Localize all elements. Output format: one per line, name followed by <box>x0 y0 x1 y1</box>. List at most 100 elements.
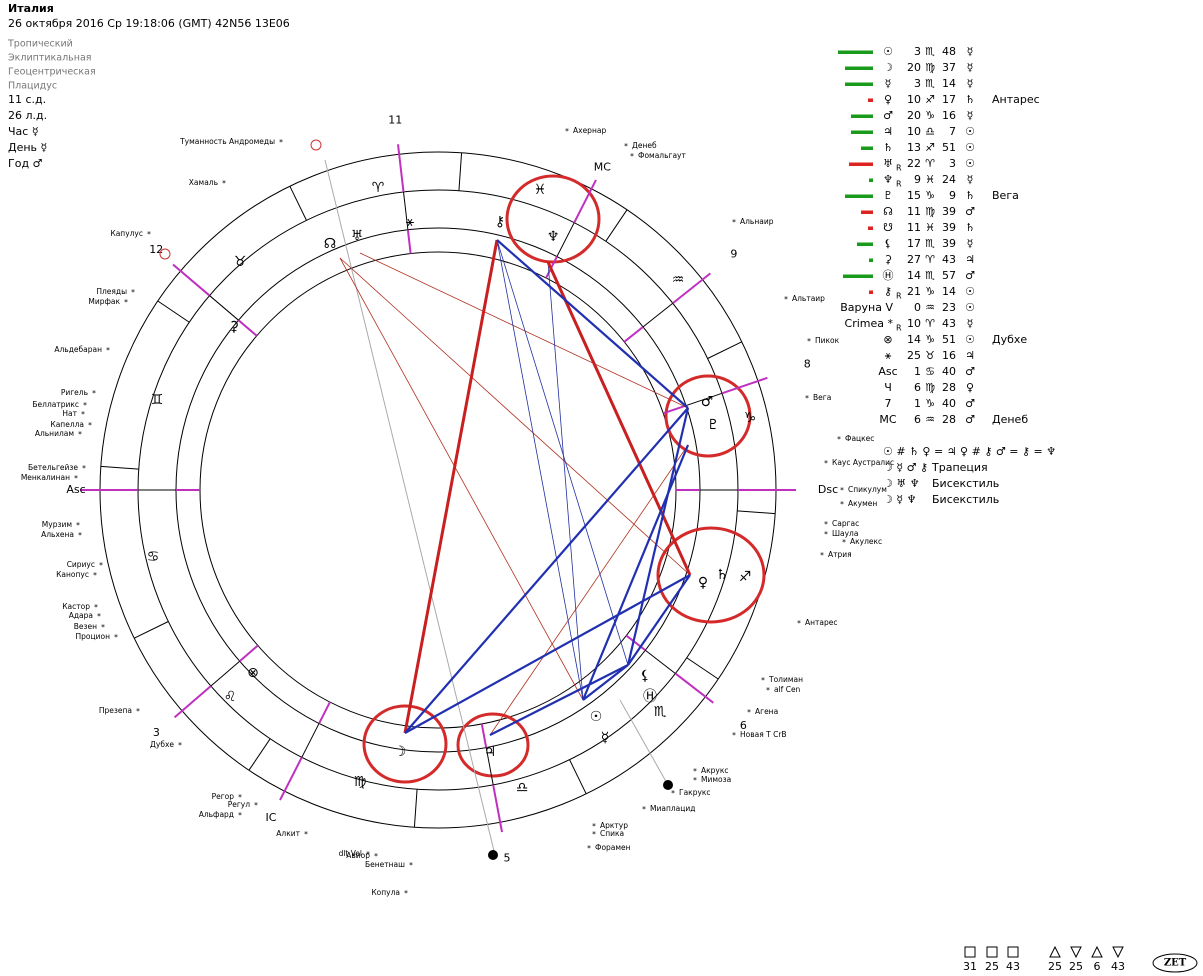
minute: 43 <box>942 317 956 330</box>
strength-bar <box>869 258 873 262</box>
house-cusp <box>573 179 597 224</box>
aspect-name: Бисекстиль <box>932 477 999 490</box>
minute: 37 <box>942 61 956 74</box>
degree: 0 <box>914 301 921 314</box>
degree: 10 <box>907 125 921 138</box>
aspect-glyphs: ☉ # ♄ ♀ = ♃ ♀ # ⚷ ♂ = ⚷ = ♆ <box>883 445 1056 458</box>
star-icon: * <box>747 708 751 717</box>
ruler: ♀ <box>966 381 974 394</box>
retrograde: R <box>896 292 902 301</box>
sign: ♏ <box>925 77 935 90</box>
ruler: ☉ <box>965 141 975 154</box>
star-icon: * <box>642 805 646 814</box>
star-name: Сириус <box>67 560 95 569</box>
star-icon: * <box>92 389 96 398</box>
star-icon: * <box>254 801 258 810</box>
house-label: Dsc <box>818 483 838 496</box>
setting: Геоцентрическая <box>8 67 96 78</box>
ruler: ♄ <box>965 189 975 202</box>
aspect-glyphs: ☽ ☿ ♆ <box>883 493 916 506</box>
aspect-line <box>489 664 629 736</box>
aspect-name: Бисекстиль <box>932 493 999 506</box>
sign: ♋ <box>925 365 935 378</box>
star-name: Мирфак <box>88 297 120 306</box>
planet: ♆ <box>883 173 893 186</box>
degree: 3 <box>914 45 921 58</box>
planet-glyph: ⚳ <box>229 319 239 335</box>
star-icon: * <box>83 401 87 410</box>
house-cusp <box>480 723 488 748</box>
ruler: ☿ <box>967 237 974 250</box>
house-cusp <box>239 644 259 662</box>
icon <box>1049 945 1124 959</box>
planet: ☋ <box>883 221 893 234</box>
strength-bar <box>845 194 873 198</box>
count: 6 <box>1094 960 1101 973</box>
strength-bar <box>845 66 873 70</box>
strength-bar <box>851 114 873 118</box>
degree: 22 <box>907 157 921 170</box>
degree: 10 <box>907 317 921 330</box>
star-icon: * <box>97 612 101 621</box>
aspect-line <box>496 239 629 666</box>
planet-glyph: ♄ <box>716 567 729 583</box>
star-name: Капулус <box>110 229 143 238</box>
minute: 24 <box>942 173 956 186</box>
star-icon: * <box>136 707 140 716</box>
minute: 40 <box>942 365 956 378</box>
degree: 21 <box>907 285 921 298</box>
aspect-line <box>339 257 584 701</box>
aspect-line <box>547 261 584 701</box>
info: Год ♂ <box>8 157 42 170</box>
star-icon: * <box>837 435 841 444</box>
degree: 14 <box>907 333 921 346</box>
star-name: Алкит <box>276 829 300 838</box>
zodiac-sign: ♒ <box>672 272 685 288</box>
star-name: Фацкес <box>845 434 874 443</box>
star-name: Копула <box>371 888 400 897</box>
house-label: 6 <box>740 719 747 732</box>
aspect-line <box>627 574 691 666</box>
star-icon: * <box>81 410 85 419</box>
point <box>663 780 673 790</box>
strength-bar <box>857 242 873 246</box>
ruler: ♃ <box>965 349 975 362</box>
star-icon: * <box>840 486 844 495</box>
highlight-circle <box>664 374 752 458</box>
star-name: Шаула <box>832 529 858 538</box>
star-name: Форамен <box>595 843 631 852</box>
planet-glyph: ♂ <box>701 394 714 410</box>
star: Антарес <box>992 93 1040 106</box>
house-label: 11 <box>388 113 402 126</box>
zodiac-sign: ♉ <box>234 254 247 270</box>
degree: 6 <box>914 381 921 394</box>
star-name: Арктур <box>600 821 628 830</box>
star-icon: * <box>222 179 226 188</box>
ruler: ♂ <box>965 365 975 378</box>
star-icon: * <box>820 551 824 560</box>
ruler: ☿ <box>967 61 974 74</box>
planet-glyph: ☿ <box>601 730 610 746</box>
highlight-circle <box>456 712 530 778</box>
strength-bar <box>849 162 873 166</box>
star-name: Хамаль <box>189 178 218 187</box>
aspect-line <box>496 239 584 701</box>
minute: 17 <box>942 93 956 106</box>
star-name: alf Cen <box>774 685 801 694</box>
zodiac-sign: ♓ <box>534 182 547 198</box>
star-name: Кастор <box>62 602 90 611</box>
planet-glyph: ☽ <box>394 744 407 760</box>
degree: 27 <box>907 253 921 266</box>
house-cusp <box>172 263 211 297</box>
minute: 23 <box>942 301 956 314</box>
logo-frame <box>1152 953 1198 973</box>
icon <box>964 946 976 958</box>
sign-divider <box>737 510 776 515</box>
sign: ♍ <box>925 205 935 218</box>
star-name: Спикулум <box>848 485 887 494</box>
star-name: Альнаир <box>740 217 774 226</box>
sign: ♏ <box>925 237 935 250</box>
star-icon: * <box>824 530 828 539</box>
star-icon: * <box>238 811 242 820</box>
zodiac-sign: ♋ <box>147 549 160 565</box>
